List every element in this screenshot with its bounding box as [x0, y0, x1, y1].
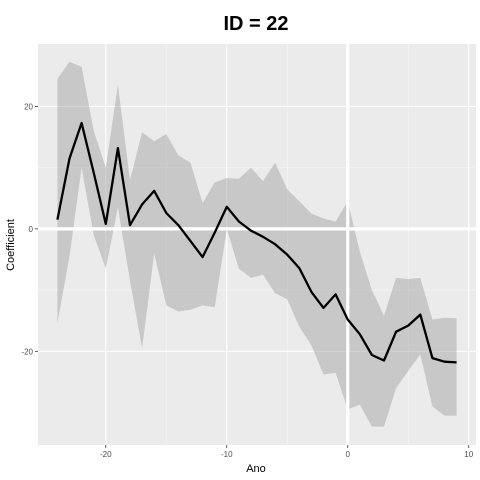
y-tick-label: -20 [21, 347, 33, 356]
coefficient-line [56, 121, 457, 364]
tick-labels: -20 -10 0 10 -20 0 20 [21, 102, 473, 459]
y-tick-label: 0 [29, 225, 34, 234]
zero-reference-lines [38, 44, 476, 445]
x-tick-label: 10 [464, 450, 473, 459]
y-axis-title: Coefficient [5, 219, 17, 271]
confidence-band [57, 61, 457, 427]
x-tick-label: 0 [346, 450, 351, 459]
x-axis-title: Ano [246, 463, 266, 475]
x-tick-label: -20 [100, 450, 112, 459]
x-tick-label: -10 [221, 450, 233, 459]
y-tick-label: 20 [24, 102, 33, 111]
axis-ticks [35, 106, 470, 448]
chart-title: ID = 22 [223, 13, 288, 35]
